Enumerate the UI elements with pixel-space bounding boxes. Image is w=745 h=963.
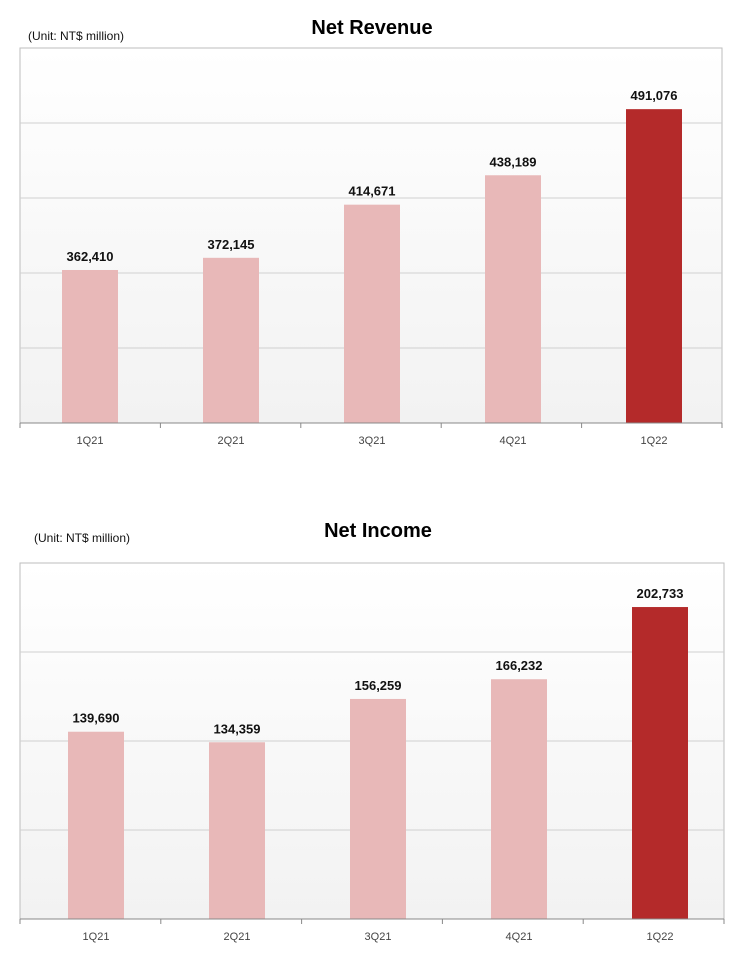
data-label: 372,145 [208,237,255,252]
chart-title: Net Revenue [311,17,433,39]
chart-title: Net Income [324,520,432,542]
bar-2q21 [203,257,259,423]
x-tick-label: 1Q21 [83,931,110,943]
bar-4q21 [485,175,541,423]
data-label: 166,232 [496,658,543,673]
data-label: 134,359 [214,721,261,736]
x-tick-label: 1Q22 [647,931,674,943]
net-income-chart: Net Income (Unit: NT$ million) 139,690 1Q… [0,500,745,963]
data-label: 414,671 [349,184,396,199]
bar-1q21 [68,731,124,919]
net-revenue-plot: 362,410 1Q21 372,145 2Q21 414,671 3Q21 438,189… [19,47,723,447]
bar-3q21 [344,204,400,423]
net-income-plot: 139,690 1Q21 134,359 2Q21 156,259 3Q21 166,232… [19,562,725,943]
data-label: 139,690 [73,711,120,726]
x-tick-label: 4Q21 [506,931,533,943]
bar-4q21 [491,679,547,919]
x-tick-label: 3Q21 [359,435,386,447]
data-label: 438,189 [490,154,537,169]
unit-label: (Unit: NT$ million) [28,29,125,43]
unit-label: (Unit: NT$ million) [34,531,131,545]
x-tick-label: 1Q21 [77,435,104,447]
x-tick-label: 4Q21 [500,435,527,447]
x-tick-label: 2Q21 [224,931,251,943]
net-revenue-chart: Net Revenue (Unit: NT$ million) 362,410 1… [0,0,745,480]
data-label: 362,410 [67,249,114,264]
data-label: 202,733 [637,586,684,601]
bar-1q22 [626,109,682,423]
data-label: 156,259 [355,678,402,693]
x-tick-label: 2Q21 [218,435,245,447]
x-tick-label: 1Q22 [641,435,668,447]
bar-3q21 [350,698,406,919]
data-label: 491,076 [631,88,678,103]
x-tick-label: 3Q21 [365,931,392,943]
bar-1q21 [62,269,118,423]
bar-1q22 [632,607,688,919]
bar-2q21 [209,742,265,919]
